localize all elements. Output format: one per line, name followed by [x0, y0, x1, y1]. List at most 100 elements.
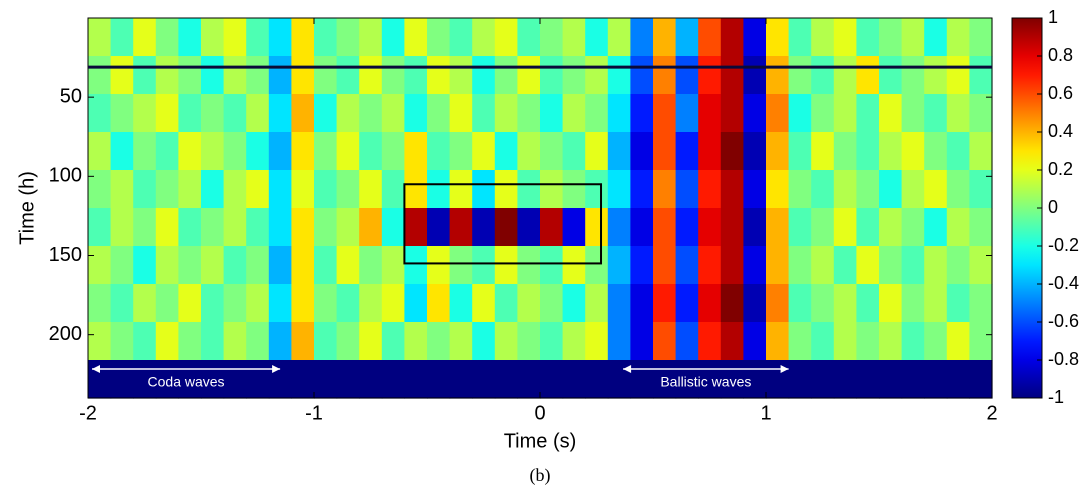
- heatmap-cell: [811, 170, 835, 209]
- heatmap-cell: [449, 56, 473, 95]
- heatmap-cell: [607, 170, 631, 209]
- heatmap-cell: [494, 322, 518, 361]
- heatmap-cell: [743, 322, 767, 361]
- heatmap-cell: [155, 246, 179, 285]
- colorbar-tick-label: -1: [1048, 387, 1064, 407]
- heatmap-cell: [155, 94, 179, 133]
- heatmap-cell: [924, 170, 948, 209]
- heatmap-cell: [178, 322, 202, 361]
- heatmap-cell: [698, 170, 722, 209]
- heatmap-cell: [201, 246, 225, 285]
- heatmap-cell: [291, 208, 315, 247]
- heatmap-cell: [901, 94, 925, 133]
- heatmap-cell: [246, 322, 270, 361]
- heatmap-cell: [336, 132, 360, 171]
- heatmap-cell: [675, 322, 699, 361]
- heatmap-cell: [969, 322, 993, 361]
- heatmap-cell: [811, 284, 835, 323]
- heatmap-cell: [969, 284, 993, 323]
- heatmap-cell: [494, 56, 518, 95]
- heatmap-cell: [562, 322, 586, 361]
- heatmap-cell: [155, 322, 179, 361]
- heatmap-cell: [766, 284, 790, 323]
- heatmap-cell: [879, 246, 903, 285]
- colorbar-tick-label: 1: [1048, 7, 1058, 27]
- heatmap-cell: [833, 18, 857, 57]
- heatmap-cell: [359, 18, 383, 57]
- heatmap-cell: [540, 360, 564, 399]
- heatmap-cell: [856, 360, 880, 399]
- heatmap-cell: [630, 208, 654, 247]
- heatmap-cell: [630, 360, 654, 399]
- heatmap-cell: [472, 246, 496, 285]
- heatmap-cell: [562, 94, 586, 133]
- y-tick-label: 100: [49, 165, 82, 187]
- heatmap-cell: [766, 208, 790, 247]
- heatmap-cell: [336, 18, 360, 57]
- heatmap-cell: [946, 284, 970, 323]
- heatmap-cell: [946, 94, 970, 133]
- heatmap-cell: [268, 322, 292, 361]
- heatmap-cell: [88, 246, 112, 285]
- heatmap-cell: [969, 246, 993, 285]
- heatmap-cell: [268, 246, 292, 285]
- x-tick-label: 0: [534, 402, 545, 424]
- heatmap-cell: [630, 18, 654, 57]
- heatmap-cell: [155, 170, 179, 209]
- heatmap-cell: [291, 18, 315, 57]
- heatmap-cell: [879, 170, 903, 209]
- heatmap-cell: [653, 284, 677, 323]
- heatmap-cell: [743, 56, 767, 95]
- y-tick-label: 150: [49, 244, 82, 266]
- heatmap-cell: [969, 170, 993, 209]
- heatmap-cell: [698, 132, 722, 171]
- heatmap-cell: [359, 94, 383, 133]
- heatmap-cell: [517, 170, 541, 209]
- heatmap-cell: [698, 284, 722, 323]
- heatmap-cell: [472, 132, 496, 171]
- heatmap-cell: [314, 360, 338, 399]
- heatmap-cell: [946, 56, 970, 95]
- heatmap-cell: [381, 284, 405, 323]
- heatmap-cell: [494, 94, 518, 133]
- heatmap-cell: [449, 246, 473, 285]
- heatmap-cell: [788, 360, 812, 399]
- heatmap-cell: [653, 208, 677, 247]
- heatmap-cell: [879, 284, 903, 323]
- heatmap-cell: [178, 246, 202, 285]
- heatmap-cell: [88, 132, 112, 171]
- heatmap-cell: [969, 18, 993, 57]
- heatmap-cell: [449, 132, 473, 171]
- heatmap-cell: [833, 94, 857, 133]
- heatmap-cell: [562, 132, 586, 171]
- heatmap-cell: [449, 360, 473, 399]
- heatmap-cell: [562, 56, 586, 95]
- heatmap-cell: [811, 246, 835, 285]
- heatmap-cell: [336, 56, 360, 95]
- heatmap-cell: [88, 94, 112, 133]
- heatmap-cell: [653, 170, 677, 209]
- heatmap-cell: [924, 284, 948, 323]
- heatmap-cell: [155, 284, 179, 323]
- heatmap-cell: [291, 170, 315, 209]
- colorbar-tick-label: 0: [1048, 197, 1058, 217]
- heatmap-cell: [517, 208, 541, 247]
- heatmap-cell: [856, 170, 880, 209]
- heatmap-cell: [607, 18, 631, 57]
- heatmap-cell: [562, 246, 586, 285]
- heatmap-cell: [223, 322, 247, 361]
- heatmap-cell: [155, 208, 179, 247]
- heatmap-cell: [607, 246, 631, 285]
- heatmap-cell: [246, 360, 270, 399]
- heatmap-cell: [517, 18, 541, 57]
- heatmap-cell: [314, 208, 338, 247]
- heatmap-cell: [178, 18, 202, 57]
- heatmap-cell: [856, 322, 880, 361]
- heatmap-cell: [291, 322, 315, 361]
- heatmap-cell: [901, 284, 925, 323]
- heatmap-cell: [359, 208, 383, 247]
- heatmap-cell: [630, 246, 654, 285]
- heatmap-cell: [540, 56, 564, 95]
- heatmap-cell: [268, 56, 292, 95]
- heatmap-cell: [314, 132, 338, 171]
